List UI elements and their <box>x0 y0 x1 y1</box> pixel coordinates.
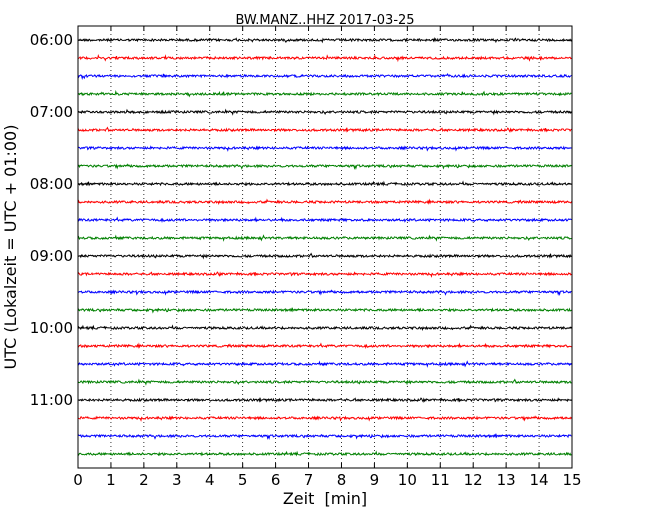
x-tick-label: 5 <box>238 471 248 489</box>
x-tick-label: 4 <box>205 471 215 489</box>
y-tick-label: 06:00 <box>30 31 73 49</box>
y-axis-label: UTC (Lokalzeit = UTC + 01:00) <box>1 125 20 370</box>
seismic-trace <box>77 397 572 403</box>
seismic-trace <box>77 342 572 350</box>
seismic-trace <box>77 198 572 205</box>
x-tick-label: 6 <box>271 471 281 489</box>
seismic-trace <box>77 145 572 152</box>
x-tick-label: 0 <box>73 471 83 489</box>
seismic-trace <box>77 234 572 242</box>
seismic-trace <box>77 108 572 116</box>
seismic-trace <box>77 324 572 331</box>
x-axis-label: Zeit [min] <box>283 489 367 508</box>
seismic-trace <box>77 180 572 187</box>
seismic-trace <box>77 360 572 368</box>
seismic-trace <box>77 53 572 63</box>
seismic-trace <box>77 163 572 171</box>
seismic-trace <box>77 37 572 44</box>
x-tick-label: 7 <box>304 471 314 489</box>
x-tick-label: 12 <box>464 471 483 489</box>
seismic-trace <box>77 89 572 98</box>
y-tick-label: 07:00 <box>30 103 73 121</box>
y-tick-label: 09:00 <box>30 247 73 265</box>
seismic-trace <box>77 433 572 441</box>
x-tick-label: 15 <box>562 471 581 489</box>
x-tick-label: 8 <box>337 471 347 489</box>
x-tick-label: 13 <box>497 471 516 489</box>
x-tick-label: 14 <box>530 471 549 489</box>
vertical-grid <box>110 26 540 468</box>
seismic-trace <box>77 216 572 224</box>
x-tick-label: 2 <box>139 471 149 489</box>
y-axis-ticks: 06:00 07:00 08:00 09:00 10:00 11:00 <box>30 31 572 409</box>
y-tick-label: 08:00 <box>30 175 73 193</box>
seismic-trace <box>77 415 572 422</box>
seismic-trace <box>77 252 572 260</box>
plot-frame <box>77 25 573 469</box>
x-axis-ticks: 0 1 2 3 4 5 6 7 8 9 10 11 12 13 14 15 <box>73 26 582 489</box>
x-tick-label: 10 <box>398 471 417 489</box>
seismic-trace <box>77 289 572 297</box>
seismic-trace <box>77 450 572 457</box>
x-tick-label: 11 <box>431 471 450 489</box>
seismic-trace <box>77 72 572 80</box>
x-tick-label: 9 <box>370 471 380 489</box>
x-tick-label: 3 <box>172 471 182 489</box>
x-tick-label: 1 <box>106 471 116 489</box>
seismic-trace <box>77 126 572 133</box>
seismic-trace <box>77 307 572 314</box>
y-tick-label: 11:00 <box>30 391 73 409</box>
chart-title: BW.MANZ..HHZ 2017-03-25 <box>235 13 414 28</box>
seismic-traces <box>77 37 572 457</box>
seismic-trace <box>77 271 572 278</box>
seismic-trace <box>77 378 572 386</box>
y-tick-label: 10:00 <box>30 319 73 337</box>
